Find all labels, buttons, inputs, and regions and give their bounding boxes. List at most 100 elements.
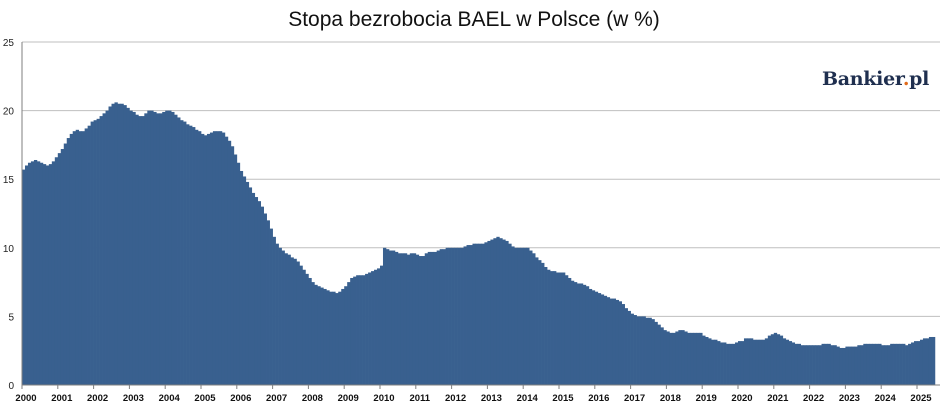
- bar-month-160: [496, 236, 500, 385]
- bar-month-71: [230, 146, 235, 385]
- bar-month-244: [746, 338, 751, 385]
- bar-month-101: [320, 287, 324, 385]
- bar-month-58: [192, 127, 196, 385]
- x-tick-label-2024: 2024: [875, 393, 897, 404]
- bar-month-211: [648, 317, 652, 385]
- bar-month-207: [636, 316, 640, 385]
- bar-month-133: [415, 254, 420, 385]
- bar-month-98: [311, 282, 315, 385]
- bar-month-33: [117, 103, 121, 386]
- bar-month-170: [526, 247, 530, 385]
- bar-month-115: [362, 275, 366, 385]
- bar-month-302: [919, 339, 924, 385]
- bar-month-246: [752, 339, 757, 385]
- bar-month-121: [380, 265, 384, 385]
- bar-month-198: [609, 298, 614, 385]
- bar-month-306: [931, 336, 936, 385]
- bar-month-301: [917, 341, 921, 385]
- x-tick-label-2010: 2010: [373, 393, 394, 404]
- bar-month-293: [893, 343, 897, 385]
- bar-month-172: [532, 253, 536, 385]
- bar-month-70: [227, 140, 232, 385]
- bar-month-258: [788, 341, 793, 385]
- bar-month-202: [621, 304, 625, 385]
- bar-month-156: [484, 242, 488, 385]
- bar-month-72: [233, 154, 238, 385]
- bar-month-184: [567, 277, 572, 385]
- bar-month-43: [147, 110, 151, 385]
- bar-month-219: [672, 332, 676, 385]
- bar-month-240: [735, 342, 739, 385]
- bar-month-271: [827, 343, 831, 385]
- bar-month-137: [427, 251, 432, 385]
- bar-month-287: [875, 343, 879, 385]
- bar-month-125: [391, 250, 396, 385]
- bar-month-191: [588, 288, 593, 385]
- bar-month-131: [409, 253, 414, 385]
- bar-month-168: [520, 247, 524, 385]
- bar-month-51: [171, 111, 175, 385]
- bar-month-253: [773, 332, 778, 385]
- bankier-logo: Bankier.pl: [822, 68, 930, 90]
- bar-month-208: [639, 316, 643, 385]
- bar-month-68: [221, 132, 226, 385]
- bar-month-96: [305, 273, 309, 385]
- bar-month-23: [87, 125, 91, 385]
- bar-month-230: [705, 336, 709, 385]
- bar-month-157: [487, 240, 491, 385]
- bar-month-197: [606, 297, 611, 385]
- x-tick-label-2000: 2000: [15, 393, 36, 404]
- bar-month-145: [451, 247, 455, 385]
- bar-month-87: [278, 247, 282, 385]
- x-tick-label-2006: 2006: [230, 393, 251, 404]
- bar-month-91: [290, 257, 294, 385]
- bar-month-200: [615, 299, 620, 385]
- bar-month-67: [218, 131, 223, 385]
- bar-month-149: [463, 246, 467, 385]
- bar-month-53: [177, 117, 181, 386]
- bar-month-210: [645, 317, 649, 385]
- bar-month-163: [505, 240, 509, 385]
- bar-month-227: [696, 332, 700, 385]
- bar-month-175: [541, 262, 545, 385]
- bar-month-204: [627, 310, 631, 385]
- bar-month-205: [630, 313, 634, 385]
- bar-month-234: [717, 341, 721, 385]
- bar-month-264: [806, 345, 810, 385]
- bar-month-15: [63, 143, 68, 385]
- bar-month-37: [129, 110, 133, 385]
- bar-month-90: [287, 254, 291, 385]
- bar-month-274: [836, 346, 840, 385]
- bar-month-80: [257, 201, 262, 385]
- bar-month-270: [824, 343, 828, 385]
- x-tick-label-2022: 2022: [803, 393, 824, 404]
- bar-month-284: [866, 343, 870, 385]
- bar-month-292: [890, 343, 894, 385]
- bar-month-114: [359, 275, 363, 385]
- bar-month-233: [714, 339, 718, 385]
- bar-month-126: [394, 251, 399, 385]
- bar-month-296: [902, 343, 906, 385]
- y-tick-label-20: 20: [3, 107, 15, 118]
- y-tick-label-10: 10: [3, 244, 15, 255]
- bar-month-50: [168, 110, 172, 385]
- bar-month-256: [782, 338, 787, 385]
- bar-month-162: [502, 239, 506, 385]
- bar-month-19: [75, 129, 80, 385]
- bar-month-34: [120, 103, 124, 386]
- bar-month-139: [433, 251, 438, 385]
- bar-month-44: [150, 110, 154, 385]
- bar-month-217: [666, 331, 670, 385]
- x-tick-label-2019: 2019: [696, 393, 717, 404]
- bar-month-254: [776, 334, 781, 385]
- x-tick-label-2011: 2011: [409, 393, 430, 404]
- bar-month-181: [559, 272, 563, 385]
- bar-month-92: [293, 258, 297, 385]
- bar-month-52: [174, 114, 178, 385]
- bar-month-239: [732, 343, 736, 385]
- bar-month-214: [657, 324, 661, 385]
- bar-month-182: [561, 272, 566, 385]
- bar-month-132: [412, 253, 417, 385]
- bar-month-215: [660, 327, 664, 385]
- bar-month-201: [618, 301, 622, 385]
